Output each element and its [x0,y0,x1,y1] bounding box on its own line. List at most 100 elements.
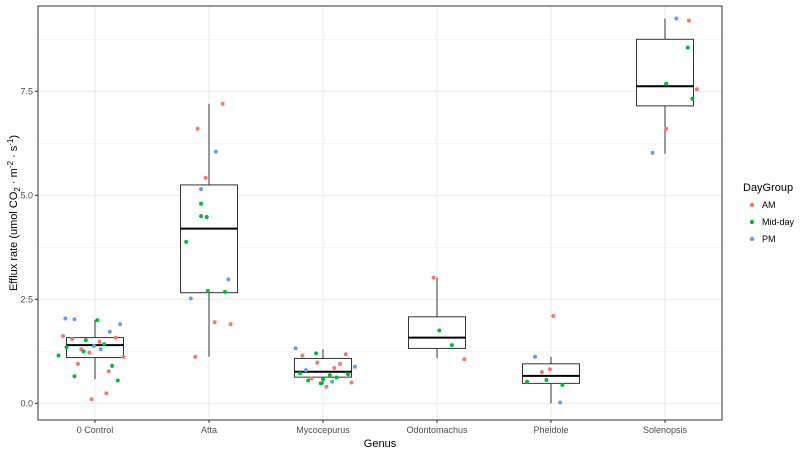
data-point [674,16,679,21]
data-point [558,400,563,405]
data-point [321,377,325,382]
box [180,184,238,294]
data-point [690,96,695,101]
data-point [309,376,314,381]
legend-label: PM [762,234,776,244]
data-point [332,365,337,370]
data-point [551,313,556,318]
point-layer [56,16,699,405]
data-point [102,342,107,347]
data-point [81,349,86,354]
y-axis-title: Efflux rate (umol CO2 · m-2 · s-1) [6,135,22,291]
box [522,363,580,384]
grid-minor [38,38,722,352]
data-point [203,175,208,180]
data-point [462,357,467,362]
y-axis-title-part: · s [8,145,20,161]
data-point [64,345,69,350]
data-point [184,239,189,244]
box-layer [66,18,694,404]
data-point [110,363,115,368]
x-tick-label: Pheidole [533,425,568,435]
data-point [83,338,88,343]
data-point [193,354,198,359]
data-point [204,214,209,219]
data-point [70,336,75,341]
data-point [685,45,690,50]
data-point [213,149,218,154]
y-axis-title-part: Efflux rate (umol CO [8,191,20,291]
legend-label: Mid-day [762,217,795,227]
box [408,316,466,349]
data-point [694,87,699,92]
data-point [199,214,204,219]
data-point [327,373,332,378]
y-axis-title-superscript: -1 [6,138,15,146]
data-point [63,316,68,321]
data-point [334,375,339,380]
data-point [115,378,120,383]
data-point [228,322,233,327]
data-point [314,351,319,356]
y-axis-title-superscript: -2 [6,161,15,169]
data-point [75,361,80,366]
legend-key [749,202,755,208]
data-point [349,380,354,385]
y-axis-title-part: ) [8,135,20,139]
data-point [343,352,348,357]
box [294,357,352,378]
data-point [544,378,549,383]
data-point [199,201,204,206]
data-point [106,369,111,374]
y-tick-label: 2.5 [20,294,33,304]
data-point [104,391,109,396]
data-point [91,343,96,348]
data-point [298,371,303,376]
data-point [539,370,544,375]
data-point [330,379,335,384]
grid-major [38,6,722,420]
data-point [560,383,565,388]
data-point [324,384,329,389]
data-point [72,317,77,322]
data-point [346,372,351,377]
data-point [121,354,126,359]
legend-label: AM [762,200,776,210]
x-axis-title: Genus [364,438,397,450]
data-point [199,187,204,192]
y-tick-label: 0.0 [20,398,33,408]
data-point [300,353,305,358]
x-tick-label: 0 Control [77,425,114,435]
y-axis: 0.0 2.5 5.0 7.5 [20,86,38,408]
data-point [87,350,92,355]
data-point [664,81,669,86]
data-point [89,397,94,402]
data-point [222,289,227,294]
data-point [352,364,357,369]
data-point [212,320,217,325]
panel-background [38,6,722,420]
x-tick-label: Mycocepurus [296,425,350,435]
panel-border [37,5,723,421]
data-point [437,328,442,333]
box [636,38,694,107]
data-point [449,343,454,348]
data-point [113,335,118,340]
y-axis-title-part: · m [8,168,20,187]
data-point [650,150,655,155]
data-point [195,126,200,131]
data-point [664,126,669,131]
data-point [97,339,102,344]
data-point [293,346,298,351]
data-point [338,361,343,366]
data-point [205,289,210,294]
legend-title: DayGroup [743,182,793,194]
data-point [188,296,193,301]
data-point [118,322,123,327]
data-point [98,347,103,352]
x-tick-label: Solenopsis [643,425,688,435]
data-point [56,353,61,358]
data-point [318,381,323,386]
x-tick-label: Odontomachus [406,425,468,435]
y-tick-label: 5.0 [20,190,33,200]
